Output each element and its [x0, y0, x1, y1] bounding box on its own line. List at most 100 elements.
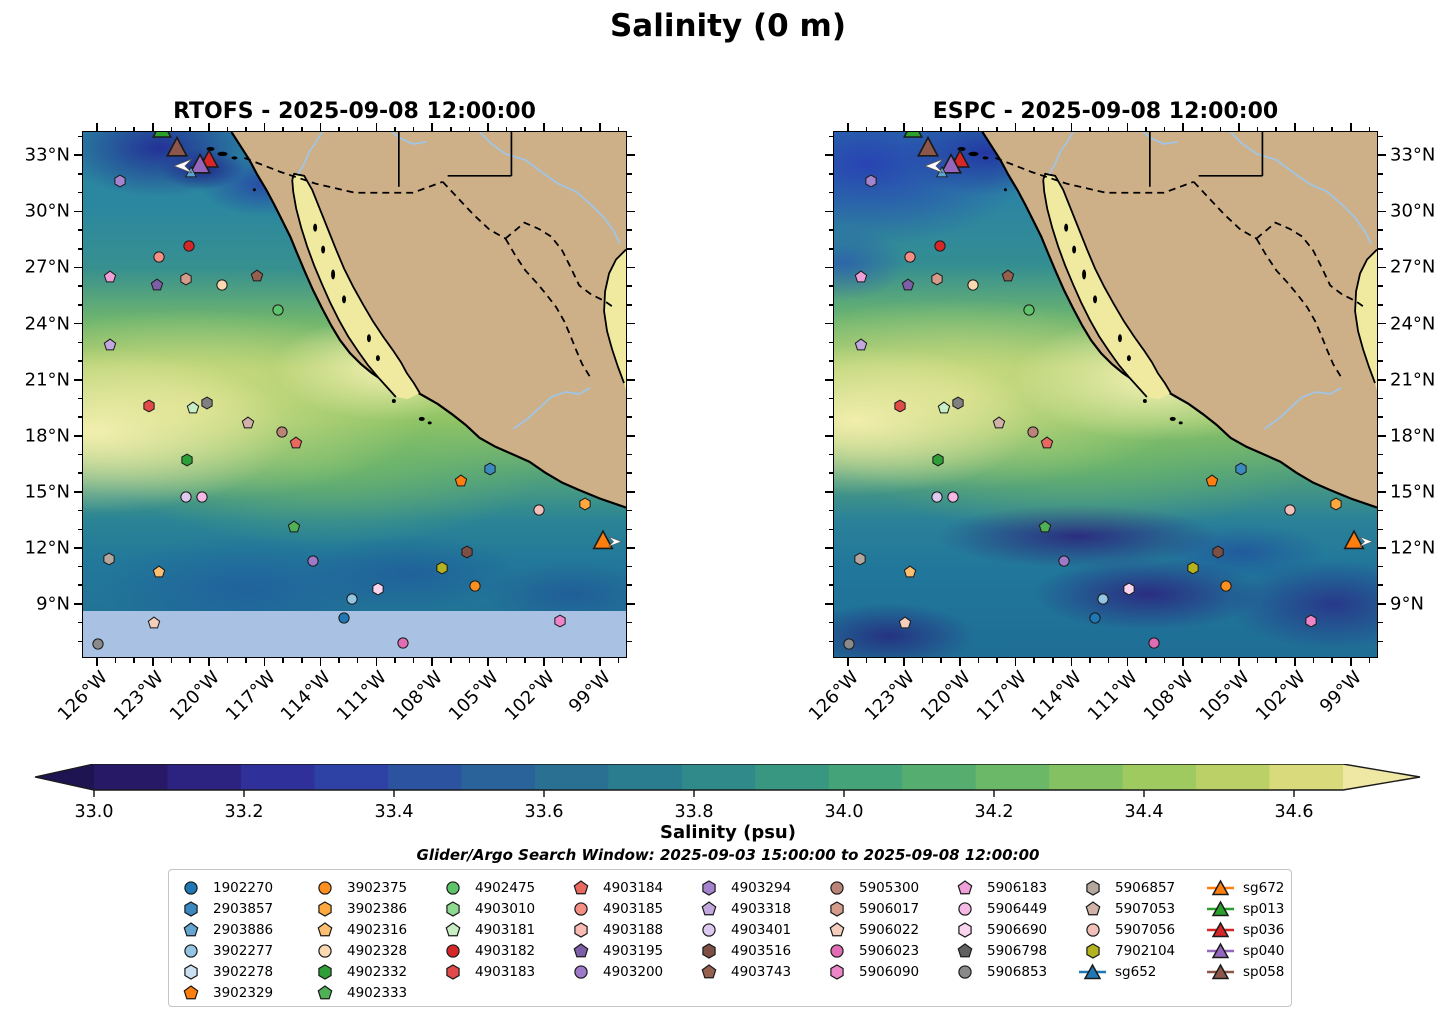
legend-item: sg672 — [1207, 877, 1284, 898]
lon-label: 117°W — [972, 667, 1031, 726]
pentagon-marker-icon — [439, 921, 466, 938]
major-tick — [958, 123, 961, 131]
float-marker — [854, 270, 868, 285]
minor-tick — [828, 247, 833, 250]
legend-item: 1902270 — [177, 877, 273, 898]
legend-item: sp036 — [1207, 919, 1284, 940]
float-marker — [930, 491, 944, 505]
minor-tick — [1256, 658, 1259, 663]
legend-column: 4902475 4903010 4903181 4903182 4903183 — [439, 877, 535, 982]
major-tick — [1126, 123, 1129, 131]
float-marker — [1002, 269, 1016, 283]
major-tick — [847, 123, 849, 131]
legend-item: 4902475 — [439, 877, 535, 898]
land-map — [953, 132, 1377, 509]
major-tick — [1378, 491, 1386, 493]
legend-column: 3902375 3902386 4902316 4902328 4902332 49023… — [311, 877, 407, 1003]
minor-tick — [189, 126, 191, 131]
major-tick — [74, 154, 82, 157]
major-tick — [825, 210, 833, 213]
legend-item-label: 4903743 — [731, 963, 792, 980]
legend-item-label: 4902475 — [475, 879, 536, 896]
minor-tick — [627, 584, 632, 587]
legend-item-label: 3902375 — [347, 879, 408, 896]
pentagon-marker-icon — [177, 921, 204, 938]
legend-item-label: 4903516 — [731, 942, 792, 959]
legend-item-label: 1902270 — [213, 879, 274, 896]
minor-tick — [1200, 658, 1203, 663]
glider-marker — [592, 529, 614, 551]
major-tick — [431, 123, 433, 131]
minor-tick — [1378, 565, 1383, 568]
legend-item: 4903010 — [439, 898, 535, 919]
float-marker — [454, 474, 468, 488]
float-marker — [1026, 426, 1040, 440]
major-tick — [431, 658, 433, 666]
lat-label: 12°N — [24, 537, 70, 559]
lon-label: 111°W — [333, 667, 392, 726]
minor-tick — [412, 658, 415, 663]
minor-tick — [77, 341, 82, 344]
map-espc — [833, 131, 1378, 658]
glider-marker — [151, 132, 172, 139]
hexagon-marker-icon — [439, 900, 466, 917]
legend-item-label: 5906690 — [987, 921, 1048, 938]
minor-tick — [627, 397, 632, 400]
legend-item-label: 5906857 — [1115, 879, 1176, 896]
hexagon-marker-icon — [1079, 879, 1106, 896]
hexagon-marker-icon — [439, 963, 466, 980]
minor-tick — [617, 658, 620, 663]
minor-tick — [617, 126, 620, 131]
minor-tick — [828, 191, 833, 194]
legend-item-label: 4903188 — [603, 921, 664, 938]
float-marker — [1211, 545, 1225, 559]
float-marker — [179, 491, 193, 505]
legend-item: 4902333 — [311, 982, 407, 1003]
legend-item-label: 4903010 — [475, 900, 536, 917]
legend-item: 3902278 — [177, 961, 273, 982]
glider-marker — [172, 158, 193, 178]
hexagon-marker-icon — [177, 900, 204, 917]
legend-item-label: 5906449 — [987, 900, 1048, 917]
legend-item-label: 4903401 — [731, 921, 792, 938]
minor-tick — [828, 285, 833, 287]
minor-tick — [468, 658, 471, 663]
minor-tick — [338, 126, 340, 131]
minor-tick — [1378, 621, 1383, 624]
major-tick — [627, 322, 635, 325]
legend-item: 3902329 — [177, 982, 273, 1003]
hexagon-marker-icon — [311, 900, 338, 917]
legend-column: 5905300 5906017 5906022 5906023 5906090 — [823, 877, 919, 982]
major-tick — [825, 547, 833, 549]
minor-tick — [1275, 658, 1278, 663]
minor-tick — [1378, 640, 1383, 643]
major-tick — [1294, 658, 1296, 666]
minor-tick — [828, 621, 833, 624]
minor-tick — [1378, 472, 1383, 475]
minor-tick — [449, 658, 452, 663]
legend-item-label: 3902329 — [213, 984, 274, 1001]
major-tick — [825, 266, 833, 269]
float-marker — [181, 453, 195, 467]
lat-label: 15°N — [1390, 481, 1436, 503]
minor-tick — [338, 658, 340, 663]
minor-tick — [1107, 126, 1110, 131]
major-tick — [487, 123, 489, 131]
minor-tick — [921, 126, 924, 131]
legend-item-label: sp058 — [1243, 963, 1285, 980]
legend-item-label: sp013 — [1243, 900, 1285, 917]
glider-marker — [902, 132, 923, 139]
minor-tick — [1378, 247, 1383, 250]
minor-tick — [1378, 528, 1383, 531]
float-marker — [992, 416, 1006, 430]
page-title: Salinity (0 m) — [609, 8, 846, 44]
float-marker — [103, 338, 117, 352]
float-marker — [1283, 503, 1297, 517]
pentagon-marker-icon — [951, 879, 978, 896]
glider-marker-icon — [1207, 920, 1234, 939]
minor-tick — [828, 135, 833, 138]
lon-label: 114°W — [1028, 667, 1087, 726]
minor-tick — [828, 229, 833, 231]
float-marker — [893, 398, 907, 413]
glider-marker — [939, 152, 962, 175]
